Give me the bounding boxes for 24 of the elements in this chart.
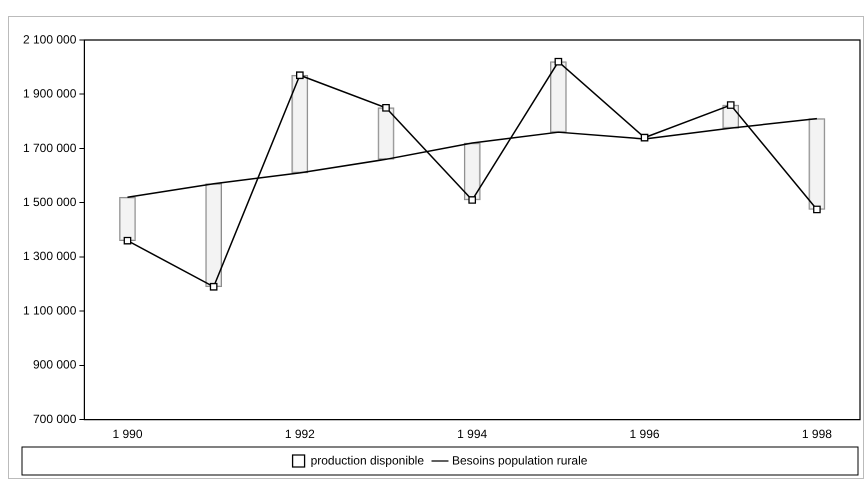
point (296, 71, 304, 80)
point (726, 101, 735, 109)
x-tick-label: 1 992 (284, 427, 316, 442)
x-tick-label: 1 994 (457, 427, 488, 442)
point (468, 196, 476, 204)
y-tick-label: 1 100 000 (22, 303, 77, 318)
y-tick-label: 1 900 000 (22, 86, 77, 101)
y-tick-label: 1 300 000 (22, 249, 77, 264)
y-tick-label: 900 000 (32, 358, 77, 372)
point (210, 282, 218, 291)
legend-label: production disponible (310, 453, 424, 468)
point (640, 134, 648, 142)
x-tick-label: 1 990 (112, 427, 143, 442)
legend-label: Besoins population rurale (452, 453, 588, 468)
point (382, 104, 390, 112)
y-tick-label: 1 700 000 (22, 140, 77, 155)
point (554, 58, 562, 66)
x-tick-label: 1 998 (802, 427, 832, 442)
y-tick-label: 1 500 000 (22, 195, 77, 209)
point (124, 236, 132, 244)
y-tick-label: 700 000 (32, 412, 77, 426)
point (813, 206, 821, 214)
y-tick-label: 2 100 000 (22, 32, 77, 46)
x-tick-label: 1 996 (630, 427, 660, 442)
